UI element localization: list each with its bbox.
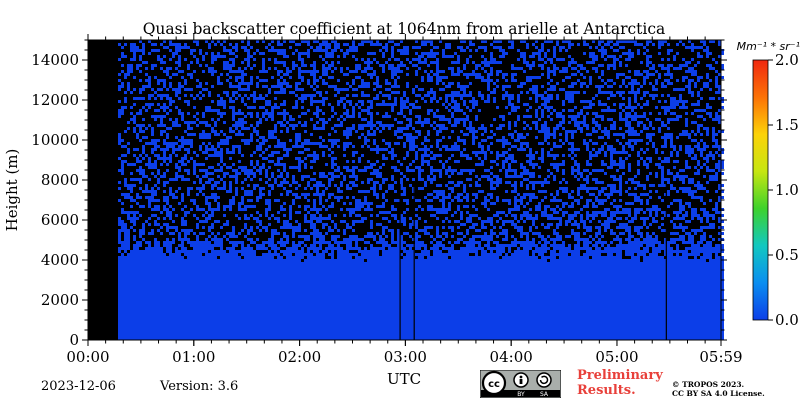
x-tick-label: 02:00 — [278, 348, 321, 366]
preliminary-results-note: Preliminary Results. — [577, 368, 677, 398]
preliminary-line-1: Preliminary — [577, 368, 663, 383]
x-tick-label: 05:00 — [595, 348, 638, 366]
y-tick-label: 0 — [69, 331, 79, 349]
colorbar-tick-label: 1.0 — [775, 181, 799, 199]
copyright-note: © TROPOS 2023. CC BY SA 4.0 License. — [672, 380, 800, 398]
y-tick-label: 4000 — [41, 251, 79, 269]
copyright-line-1: © TROPOS 2023. — [672, 380, 745, 389]
y-tick-label: 10000 — [31, 131, 79, 149]
x-tick-label: 00:00 — [66, 348, 109, 366]
y-tick-label: 8000 — [41, 171, 79, 189]
backscatter-signal-cells — [118, 40, 724, 340]
footer-version: Version: 3.6 — [160, 379, 239, 394]
y-tick-label: 14000 — [31, 51, 79, 69]
colorbar-tick-label: 0.0 — [775, 311, 799, 329]
by-label: BY — [517, 391, 525, 398]
colorbar: 0.0 0.5 1.0 1.5 2.0 Mm⁻¹ * sr⁻¹ — [737, 40, 800, 329]
y-axis-label: Height (m) — [3, 149, 21, 232]
x-tick-label: 01:00 — [172, 348, 215, 366]
x-tick-label: 04:00 — [490, 348, 533, 366]
x-tick-label: 05:59 — [699, 348, 742, 366]
colorbar-tick-label: 1.5 — [775, 116, 799, 134]
heatmap-cells — [118, 40, 724, 340]
colorbar-gradient — [752, 59, 769, 321]
footer-date: 2023-12-06 — [41, 379, 116, 394]
share-alike-icon — [536, 372, 552, 388]
data-gap-lines — [88, 40, 667, 340]
y-tick-label: 12000 — [31, 91, 79, 109]
copyright-line-2: CC BY SA 4.0 License. — [672, 389, 765, 398]
cc-by-sa-badge: cc BY SA — [480, 370, 561, 398]
no-data-block-0 — [88, 40, 118, 340]
colorbar-unit-label: Mm⁻¹ * sr⁻¹ — [737, 40, 800, 53]
sa-label: SA — [540, 391, 549, 398]
colorbar-ticks: 0.0 0.5 1.0 1.5 2.0 — [768, 51, 799, 329]
x-tick-label: 03:00 — [384, 348, 427, 366]
x-axis: 00:00 01:00 02:00 03:00 04:00 05:00 05:59 — [66, 34, 743, 366]
y-tick-label: 2000 — [41, 291, 79, 309]
cc-logo-icon — [481, 370, 507, 396]
x-axis-label: UTC — [387, 370, 421, 388]
y-tick-label: 6000 — [41, 211, 79, 229]
plot-area — [87, 39, 724, 341]
colorbar-tick-label: 0.5 — [775, 246, 799, 264]
y-axis: 0 2000 4000 6000 8000 10000 12000 14000 — [31, 39, 727, 349]
preliminary-line-2: Results. — [577, 383, 636, 398]
chart-title: Quasi backscatter coefficient at 1064nm … — [143, 20, 666, 38]
cc-logo-label: cc — [488, 379, 500, 390]
colorbar-tick-label: 2.0 — [775, 51, 799, 69]
